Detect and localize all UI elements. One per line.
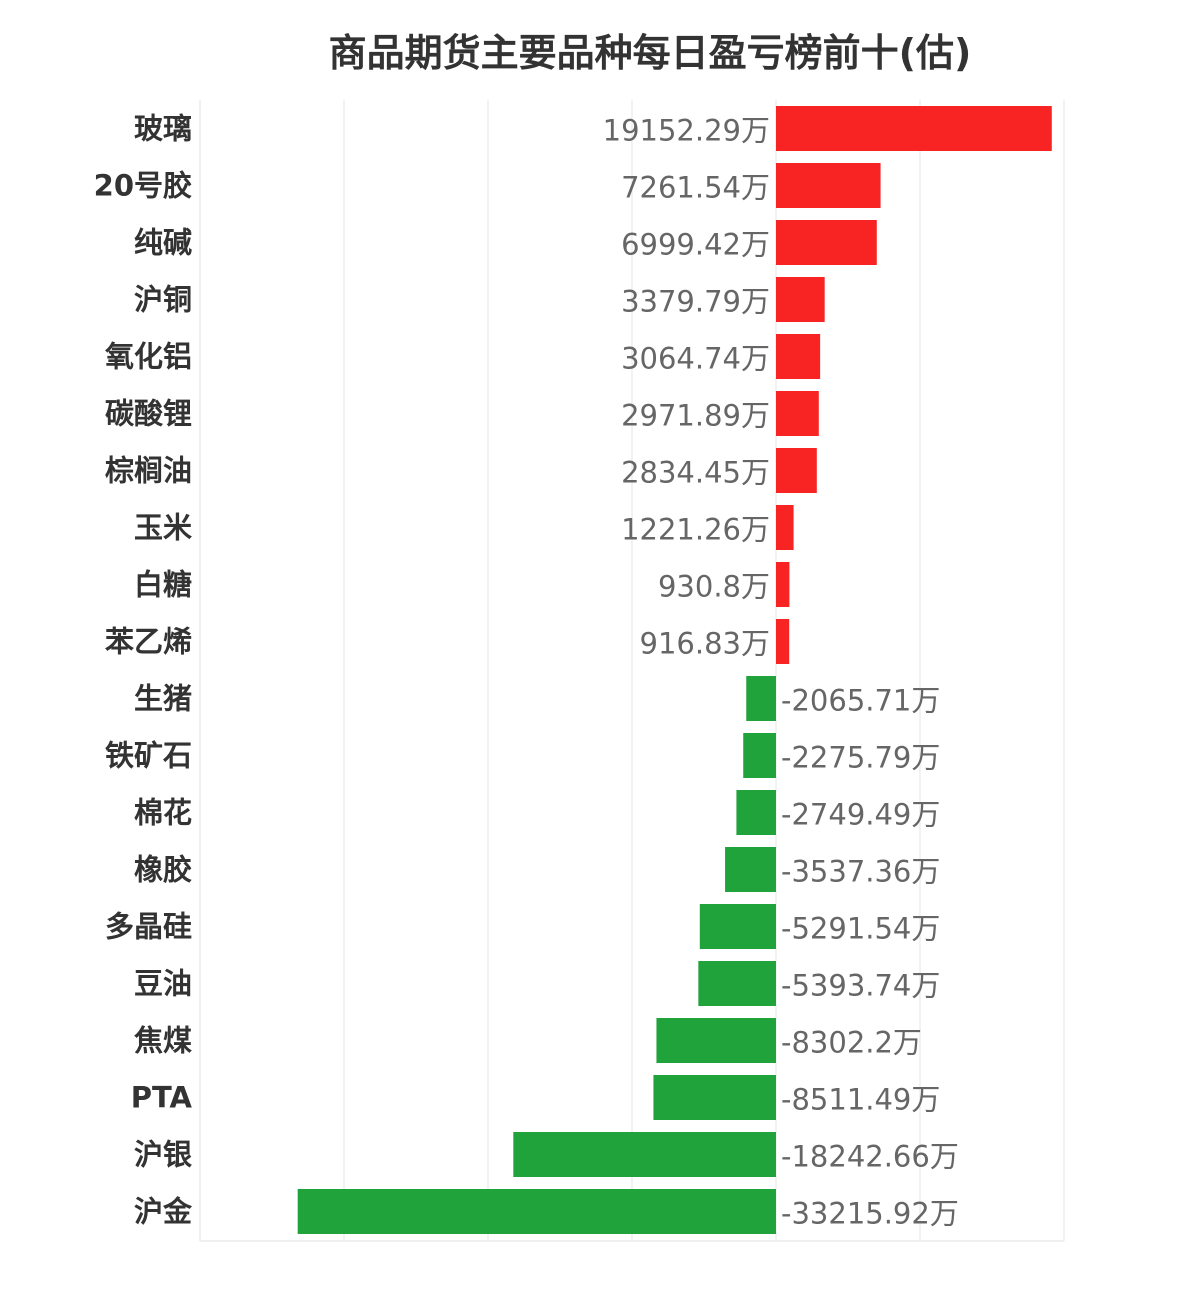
category-label: 玉米 xyxy=(134,511,192,545)
category-label: 纯碱 xyxy=(134,226,192,260)
category-label: 生猪 xyxy=(134,682,192,716)
category-label: 橡胶 xyxy=(134,853,192,887)
data-label: -2749.49万 xyxy=(781,798,940,832)
bar xyxy=(776,619,790,664)
data-label: -5291.54万 xyxy=(781,912,940,946)
data-label: 916.83万 xyxy=(640,627,770,661)
data-label: 3379.79万 xyxy=(621,285,770,319)
chart-title: 商品期货主要品种每日盈亏榜前十(估) xyxy=(328,31,972,75)
category-label: 棕榈油 xyxy=(105,454,192,488)
bar xyxy=(746,676,776,721)
data-label: 3064.74万 xyxy=(621,342,770,376)
data-label: -18242.66万 xyxy=(781,1140,959,1174)
category-label: 沪金 xyxy=(134,1195,193,1229)
category-label: 碳酸锂 xyxy=(105,397,192,431)
category-label: 焦煤 xyxy=(134,1024,192,1058)
category-label: 苯乙烯 xyxy=(105,625,192,659)
category-label: 铁矿石 xyxy=(105,739,192,773)
data-label: 2971.89万 xyxy=(621,399,770,433)
bar xyxy=(776,505,794,550)
bar xyxy=(736,790,776,835)
bar xyxy=(656,1018,776,1063)
category-label: 沪铜 xyxy=(134,283,192,317)
data-label: -8511.49万 xyxy=(781,1083,940,1117)
data-label: 1221.26万 xyxy=(621,513,770,547)
category-label: PTA xyxy=(131,1081,193,1115)
category-label: 氧化铝 xyxy=(104,340,192,374)
bar xyxy=(743,733,776,778)
bar xyxy=(513,1132,776,1177)
bar xyxy=(776,334,821,379)
data-label: 19152.29万 xyxy=(603,114,770,148)
bar xyxy=(653,1075,776,1120)
data-label: -2065.71万 xyxy=(781,684,940,718)
bar xyxy=(776,277,825,322)
bar xyxy=(776,163,881,208)
bar xyxy=(776,562,790,607)
category-label: 棉花 xyxy=(134,796,192,830)
bar xyxy=(725,847,776,892)
data-label: -8302.2万 xyxy=(781,1026,922,1060)
data-label: -2275.79万 xyxy=(781,741,940,775)
bar xyxy=(776,106,1052,151)
data-label: 2834.45万 xyxy=(621,456,770,490)
category-label: 玻璃 xyxy=(134,112,192,146)
data-label: -5393.74万 xyxy=(781,969,940,1003)
bar xyxy=(297,1189,776,1234)
data-label: -3537.36万 xyxy=(781,855,940,889)
data-label: 7261.54万 xyxy=(621,171,770,205)
bar xyxy=(698,961,776,1006)
category-label: 沪银 xyxy=(134,1138,192,1172)
data-label: -33215.92万 xyxy=(781,1197,959,1231)
category-label: 豆油 xyxy=(134,967,192,1001)
bar xyxy=(699,904,776,949)
category-label: 多晶硅 xyxy=(105,910,192,944)
bar xyxy=(776,448,817,493)
bar xyxy=(776,391,819,436)
bar xyxy=(776,220,877,265)
data-label: 6999.42万 xyxy=(621,228,770,262)
category-label: 20号胶 xyxy=(94,169,192,203)
data-label: 930.8万 xyxy=(658,570,770,604)
category-label: 白糖 xyxy=(134,568,192,602)
